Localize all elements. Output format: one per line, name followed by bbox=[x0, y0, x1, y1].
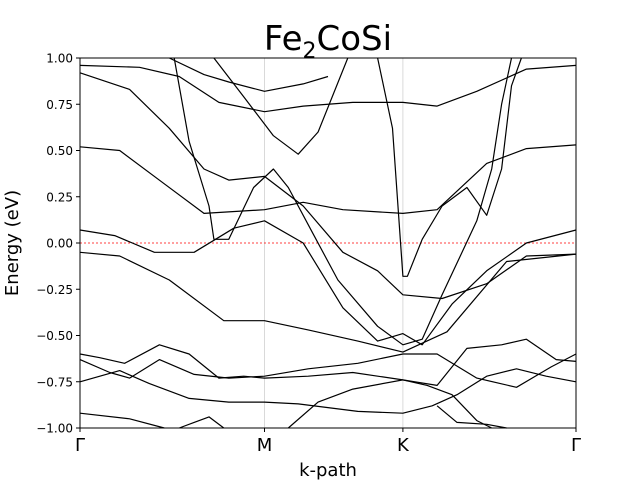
band-4 bbox=[79, 72, 577, 300]
y-tick-label: 0.50 bbox=[46, 144, 73, 158]
y-axis-label: Energy (eV) bbox=[2, 190, 23, 296]
y-tick-label: 0.25 bbox=[46, 190, 73, 204]
x-tick-label: Γ bbox=[75, 435, 85, 456]
band-10 bbox=[79, 338, 577, 386]
title-subscript: 2 bbox=[303, 39, 317, 64]
band-15 bbox=[287, 379, 492, 429]
y-tick-label: −1.00 bbox=[36, 422, 73, 436]
title-base: Fe bbox=[264, 19, 303, 59]
band-8 bbox=[213, 57, 349, 155]
band-16 bbox=[436, 405, 507, 429]
band-lines bbox=[79, 57, 577, 429]
x-tick-label: K bbox=[397, 435, 410, 456]
x-tick-label: Γ bbox=[571, 435, 581, 456]
band-6 bbox=[169, 57, 329, 92]
chart-title: Fe2CoSi bbox=[264, 19, 392, 64]
band-14 bbox=[178, 416, 225, 429]
y-tick-label: 1.00 bbox=[46, 52, 73, 66]
x-axis-label: k-path bbox=[299, 460, 357, 480]
band-5 bbox=[79, 64, 577, 113]
y-tick-label: 0.75 bbox=[46, 98, 73, 112]
y-tick-label: −0.50 bbox=[36, 329, 73, 343]
title-rest: CoSi bbox=[317, 19, 393, 59]
x-tick-label: M bbox=[257, 435, 273, 456]
band-9 bbox=[377, 57, 522, 277]
y-tick-label: 0.00 bbox=[46, 237, 73, 251]
band-13 bbox=[79, 412, 165, 429]
band-7 bbox=[173, 57, 513, 346]
band-11 bbox=[79, 353, 577, 388]
y-axis-ticks: −1.00 −0.75 −0.50 −0.25 0.00 0.25 0.50 0.75 1.00 bbox=[36, 52, 80, 436]
band-2 bbox=[79, 220, 577, 346]
band-3 bbox=[79, 144, 577, 214]
band-12 bbox=[79, 368, 577, 414]
y-tick-label: −0.25 bbox=[36, 283, 73, 297]
y-tick-label: −0.75 bbox=[36, 375, 73, 389]
band-1 bbox=[79, 251, 577, 353]
